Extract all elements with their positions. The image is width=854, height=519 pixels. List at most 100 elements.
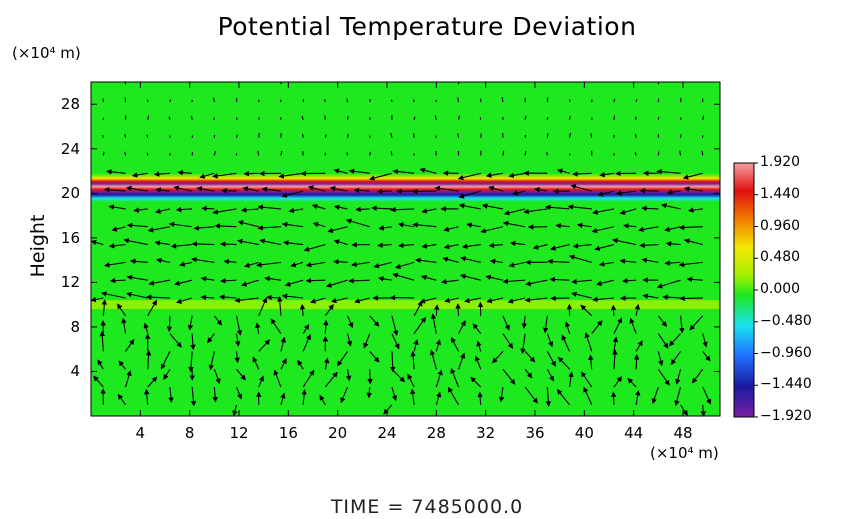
wind-vector: [679, 134, 682, 138]
wind-vector: [102, 134, 104, 138]
wind-vector: [219, 294, 237, 300]
wind-vector: [290, 261, 304, 268]
wind-vector: [612, 349, 618, 370]
wind-vector: [188, 351, 194, 373]
wind-vector: [234, 351, 240, 364]
wind-vector: [347, 315, 354, 329]
wind-vector: [258, 297, 268, 317]
y-tick-label: 4: [70, 362, 80, 381]
wind-vector: [532, 244, 548, 250]
wind-vector: [502, 150, 505, 156]
wind-vector: [324, 134, 327, 138]
wind-vector: [409, 388, 416, 405]
wind-vector: [266, 294, 281, 301]
wind-vector: [236, 386, 243, 400]
wind-vector: [126, 185, 148, 192]
wind-vector: [555, 223, 570, 229]
wind-vector: [327, 226, 348, 234]
wind-vector: [145, 294, 170, 300]
wind-vector: [330, 297, 348, 304]
wind-vector: [691, 368, 704, 384]
wind-vector: [619, 258, 637, 264]
wind-vector: [191, 256, 215, 263]
wind-vector: [333, 168, 348, 174]
wind-vector: [284, 279, 304, 287]
wind-vector: [460, 256, 481, 263]
wind-vector: [657, 151, 660, 156]
wind-vector: [143, 322, 149, 334]
wind-vector: [458, 190, 481, 199]
wind-vector: [280, 392, 286, 406]
y-tick-label: 16: [60, 228, 80, 247]
wind-vector: [457, 172, 481, 181]
wind-vector: [297, 359, 304, 370]
wind-vector: [542, 315, 549, 334]
wind-vector: [301, 115, 304, 120]
wind-vector: [346, 98, 349, 103]
wind-vector: [333, 239, 348, 246]
wind-vector: [419, 167, 437, 174]
wind-vector: [570, 184, 592, 192]
wind-vector: [258, 117, 260, 120]
wind-vector: [125, 338, 135, 352]
wind-vector: [201, 205, 215, 212]
wind-vector: [572, 243, 592, 249]
wind-vector: [213, 369, 221, 385]
wind-vector: [155, 187, 170, 193]
wind-vector: [191, 241, 215, 247]
wind-vector: [126, 274, 148, 281]
wind-vector: [580, 371, 593, 388]
wind-vector: [220, 278, 237, 284]
colorbar-tick-label: −0.960: [760, 344, 812, 361]
wind-vector: [346, 116, 349, 120]
wind-vector: [590, 133, 593, 138]
wind-vector: [459, 273, 481, 281]
wind-vector: [480, 226, 504, 234]
wind-vector: [591, 320, 603, 334]
colorbar-ticks: [754, 162, 758, 418]
wind-vector: [390, 151, 393, 156]
wind-vector: [435, 369, 443, 388]
wind-vector: [464, 297, 481, 304]
wind-vector: [212, 172, 237, 179]
wind-vector: [391, 386, 398, 402]
wind-vector: [124, 151, 127, 156]
wind-vector: [657, 315, 667, 327]
wind-vector: [348, 168, 370, 175]
wind-vector: [256, 261, 282, 268]
wind-vector: [450, 367, 460, 388]
y-tick-label: 8: [70, 317, 80, 336]
wind-vector: [363, 333, 371, 349]
wind-vector: [592, 208, 615, 215]
wind-vector: [174, 279, 193, 286]
wind-vector: [146, 152, 149, 156]
wind-vector: [208, 351, 215, 371]
wind-vector: [288, 207, 304, 214]
wind-vector: [485, 172, 504, 178]
wind-vector: [235, 315, 243, 336]
x-tick-label: 32: [476, 424, 496, 442]
wind-vector: [675, 369, 682, 385]
wind-vector: [702, 115, 705, 120]
wind-vector: [200, 294, 215, 301]
wind-vector: [568, 254, 592, 263]
wind-vector: [146, 134, 149, 138]
wind-vector: [567, 204, 592, 210]
wind-vector: [612, 237, 637, 246]
wind-vector: [301, 388, 307, 405]
wind-vector: [429, 349, 437, 370]
wind-vector: [302, 334, 311, 352]
wind-vector: [508, 261, 526, 268]
wind-vector: [657, 333, 669, 349]
wind-vector: [177, 169, 193, 176]
wind-vector: [443, 243, 459, 250]
wind-vector: [124, 134, 127, 138]
wind-vector: [664, 260, 681, 266]
wind-vector: [147, 115, 150, 120]
colorbar-tick-label: 0.000: [760, 281, 801, 297]
wind-vector: [689, 315, 704, 331]
wind-vector: [502, 315, 510, 331]
wind-vector: [369, 351, 380, 363]
heatmap-band: [91, 300, 720, 310]
wind-vector: [207, 333, 215, 344]
